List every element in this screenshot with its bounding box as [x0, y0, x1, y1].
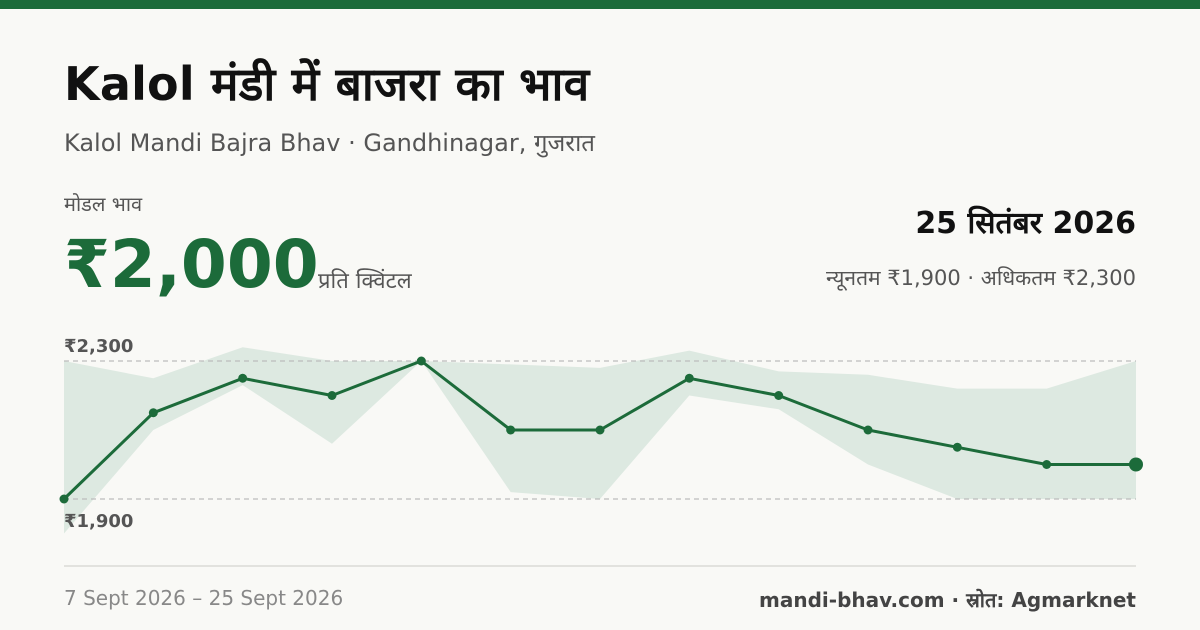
- price-point: [952, 442, 962, 452]
- page-subtitle: Kalol Mandi Bajra Bhav · Gandhinagar, गु…: [64, 129, 595, 157]
- footer-divider: [64, 565, 1136, 567]
- latest-price-point: [1129, 457, 1143, 472]
- price-point: [684, 373, 694, 383]
- price-point: [1042, 460, 1052, 469]
- price-point: [774, 391, 784, 400]
- price-chart: ₹2,300 ₹1,900: [59, 336, 1143, 534]
- price-range-band: [64, 347, 1136, 534]
- modal-price-label: मोडल भाव: [64, 192, 143, 216]
- price-point: [148, 408, 158, 418]
- source-credit: mandi-bhav.com · स्रोत: Agmarknet: [759, 588, 1136, 612]
- price-point: [59, 494, 69, 504]
- price-point: [416, 356, 426, 366]
- price-point: [595, 425, 605, 435]
- top-accent-bar: [0, 0, 1200, 9]
- modal-price-value: ₹2,000: [64, 226, 319, 303]
- price-point: [863, 425, 873, 435]
- price-point: [327, 391, 337, 400]
- price-point: [506, 425, 516, 435]
- page-title: Kalol मंडी में बाजरा का भाव: [64, 57, 590, 111]
- date-range: 7 Sept 2026 – 25 Sept 2026: [64, 586, 344, 610]
- price-point: [238, 373, 248, 383]
- price-date: 25 सितंबर 2026: [915, 206, 1136, 241]
- max-price-label: ₹2,300: [64, 336, 133, 357]
- price-range: न्यूनतम ₹1,900 · अधिकतम ₹2,300: [826, 266, 1136, 290]
- price-unit: प्रति क्विंटल: [318, 269, 412, 294]
- min-price-label: ₹1,900: [64, 511, 133, 532]
